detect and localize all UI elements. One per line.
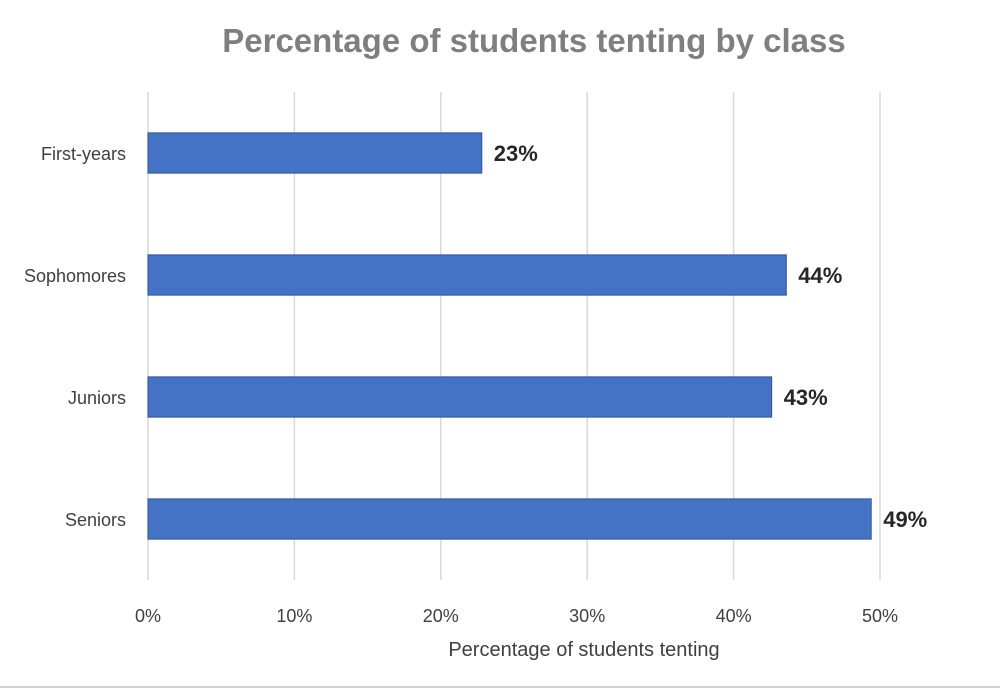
bar-value-label: 44%	[798, 263, 842, 288]
y-category-label: Seniors	[65, 510, 126, 530]
y-category-label: Juniors	[68, 388, 126, 408]
bar-value-label: 23%	[494, 141, 538, 166]
bottom-divider	[0, 686, 1000, 688]
x-axis-title: Percentage of students tenting	[448, 639, 719, 661]
bar	[147, 254, 787, 296]
bar-value-label: 49%	[883, 507, 927, 532]
x-tick-label: 10%	[276, 606, 312, 626]
x-tick-label: 50%	[862, 606, 898, 626]
x-tick-label: 20%	[423, 606, 459, 626]
y-category-label: First-years	[41, 144, 126, 164]
bar	[147, 376, 773, 418]
bars	[147, 132, 872, 540]
x-tick-label: 0%	[135, 606, 161, 626]
bar-value-label: 43%	[784, 385, 828, 410]
bar	[147, 498, 872, 540]
chart-title: Percentage of students tenting by class	[222, 22, 846, 59]
y-axis-category-labels: First-years Sophomores Juniors Seniors	[24, 144, 126, 530]
x-tick-label: 40%	[716, 606, 752, 626]
y-category-label: Sophomores	[24, 266, 126, 286]
x-tick-label: 30%	[569, 606, 605, 626]
data-labels: 23% 44% 43% 49%	[494, 141, 927, 532]
bar	[147, 132, 483, 174]
x-axis-tick-labels: 0% 10% 20% 30% 40% 50%	[135, 606, 898, 626]
